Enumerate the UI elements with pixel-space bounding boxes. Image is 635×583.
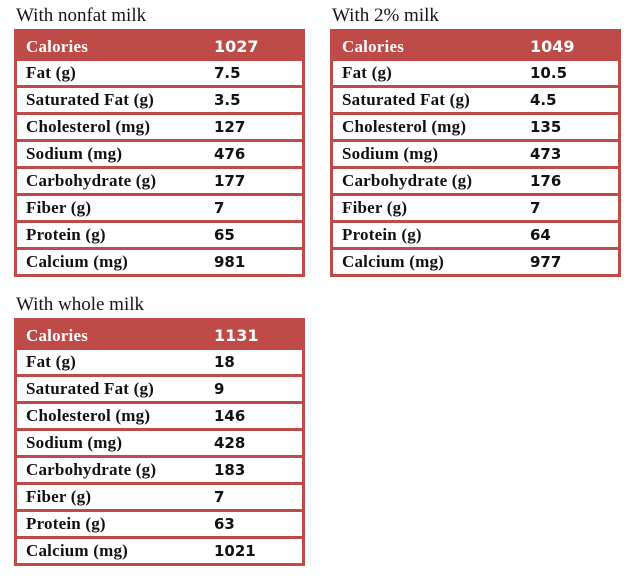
table-row: Carbohydrate (g) 176 xyxy=(333,166,618,193)
page: With nonfat milk Calories 1027 Fat (g) 7.… xyxy=(14,5,635,566)
row-label: Saturated Fat (g) xyxy=(26,379,155,398)
row-label: Fat (g) xyxy=(342,63,393,82)
header-label: Calories xyxy=(342,36,405,56)
row-label: Sodium (mg) xyxy=(342,144,439,163)
table-header-row: Calories 1049 xyxy=(333,32,618,61)
nutrition-table: Calories 1027 Fat (g) 7.5 Saturated Fat (g… xyxy=(14,29,305,277)
header-label: Calories xyxy=(26,325,89,345)
row-value: 7.5 xyxy=(214,64,241,82)
row-value: 176 xyxy=(530,172,562,190)
table-row: Fiber (g) 7 xyxy=(17,193,302,220)
row-label: Carbohydrate (g) xyxy=(342,171,473,190)
table-row: Sodium (mg) 476 xyxy=(17,139,302,166)
row-value: 7 xyxy=(214,199,225,217)
empty-cell xyxy=(330,294,621,566)
row-label: Sodium (mg) xyxy=(26,433,123,452)
row-label: Fiber (g) xyxy=(26,198,92,217)
table-row: Saturated Fat (g) 9 xyxy=(17,374,302,401)
row-label: Carbohydrate (g) xyxy=(26,460,157,479)
table-header-row: Calories 1027 xyxy=(17,32,302,61)
header-value: 1049 xyxy=(530,37,575,56)
row-label: Calcium (mg) xyxy=(342,252,445,271)
table-row: Saturated Fat (g) 4.5 xyxy=(333,85,618,112)
row-value: 981 xyxy=(214,253,246,271)
row-label: Calcium (mg) xyxy=(26,541,129,560)
table-row: Cholesterol (mg) 135 xyxy=(333,112,618,139)
table-row: Fiber (g) 7 xyxy=(333,193,618,220)
table-row: Sodium (mg) 428 xyxy=(17,428,302,455)
header-value: 1131 xyxy=(214,326,259,345)
table-title: With nonfat milk xyxy=(16,5,147,26)
row-value: 64 xyxy=(530,226,551,244)
nutrition-block-whole-milk: With whole milk Calories 1131 Fat (g) 18 S… xyxy=(14,294,305,566)
row-value: 183 xyxy=(214,461,246,479)
table-row: Fat (g) 10.5 xyxy=(333,61,618,85)
table-body: Fat (g) 7.5 Saturated Fat (g) 3.5 Cholestero… xyxy=(17,61,302,274)
table-row: Calcium (mg) 1021 xyxy=(17,536,302,563)
row-label: Carbohydrate (g) xyxy=(26,171,157,190)
nutrition-table: Calories 1049 Fat (g) 10.5 Saturated Fat (… xyxy=(330,29,621,277)
row-value: 18 xyxy=(214,353,235,371)
row-label: Protein (g) xyxy=(342,225,422,244)
row-value: 9 xyxy=(214,380,225,398)
table-header-row: Calories 1131 xyxy=(17,321,302,350)
row-value: 473 xyxy=(530,145,562,163)
table-row: Cholesterol (mg) 127 xyxy=(17,112,302,139)
row-value: 7 xyxy=(530,199,541,217)
row-label: Protein (g) xyxy=(26,225,106,244)
table-row: Protein (g) 65 xyxy=(17,220,302,247)
row-value: 63 xyxy=(214,515,235,533)
row-label: Saturated Fat (g) xyxy=(342,90,471,109)
row-label: Sodium (mg) xyxy=(26,144,123,163)
row-value: 7 xyxy=(214,488,225,506)
row-value: 177 xyxy=(214,172,246,190)
table-row: Calcium (mg) 977 xyxy=(333,247,618,274)
row-label: Protein (g) xyxy=(26,514,106,533)
table-row: Protein (g) 63 xyxy=(17,509,302,536)
table-row: Protein (g) 64 xyxy=(333,220,618,247)
table-row: Sodium (mg) 473 xyxy=(333,139,618,166)
row-value: 135 xyxy=(530,118,562,136)
row-value: 977 xyxy=(530,253,562,271)
row-value: 4.5 xyxy=(530,91,557,109)
table-row: Fat (g) 18 xyxy=(17,350,302,374)
row-value: 146 xyxy=(214,407,246,425)
row-value: 428 xyxy=(214,434,246,452)
tables-grid: With nonfat milk Calories 1027 Fat (g) 7.… xyxy=(14,5,635,566)
row-label: Fiber (g) xyxy=(342,198,408,217)
table-row: Calcium (mg) 981 xyxy=(17,247,302,274)
row-label: Fat (g) xyxy=(26,63,77,82)
table-row: Carbohydrate (g) 183 xyxy=(17,455,302,482)
table-body: Fat (g) 10.5 Saturated Fat (g) 4.5 Cholester… xyxy=(333,61,618,274)
header-label: Calories xyxy=(26,36,89,56)
row-label: Saturated Fat (g) xyxy=(26,90,155,109)
row-label: Cholesterol (mg) xyxy=(342,117,467,136)
row-value: 476 xyxy=(214,145,246,163)
row-label: Fat (g) xyxy=(26,352,77,371)
row-value: 1021 xyxy=(214,542,256,560)
row-label: Fiber (g) xyxy=(26,487,92,506)
row-value: 3.5 xyxy=(214,91,241,109)
table-row: Saturated Fat (g) 3.5 xyxy=(17,85,302,112)
row-label: Cholesterol (mg) xyxy=(26,117,151,136)
header-value: 1027 xyxy=(214,37,259,56)
table-row: Fat (g) 7.5 xyxy=(17,61,302,85)
row-value: 127 xyxy=(214,118,246,136)
row-value: 65 xyxy=(214,226,235,244)
row-label: Cholesterol (mg) xyxy=(26,406,151,425)
table-row: Cholesterol (mg) 146 xyxy=(17,401,302,428)
table-title: With 2% milk xyxy=(332,5,439,26)
nutrition-block-nonfat-milk: With nonfat milk Calories 1027 Fat (g) 7.… xyxy=(14,5,305,277)
row-label: Calcium (mg) xyxy=(26,252,129,271)
nutrition-block-2pct-milk: With 2% milk Calories 1049 Fat (g) 10.5 Sa… xyxy=(330,5,621,277)
row-value: 10.5 xyxy=(530,64,568,82)
table-title: With whole milk xyxy=(16,294,144,315)
table-row: Carbohydrate (g) 177 xyxy=(17,166,302,193)
nutrition-table: Calories 1131 Fat (g) 18 Saturated Fat (g)… xyxy=(14,318,305,566)
table-body: Fat (g) 18 Saturated Fat (g) 9 Cholesterol (… xyxy=(17,350,302,563)
table-row: Fiber (g) 7 xyxy=(17,482,302,509)
